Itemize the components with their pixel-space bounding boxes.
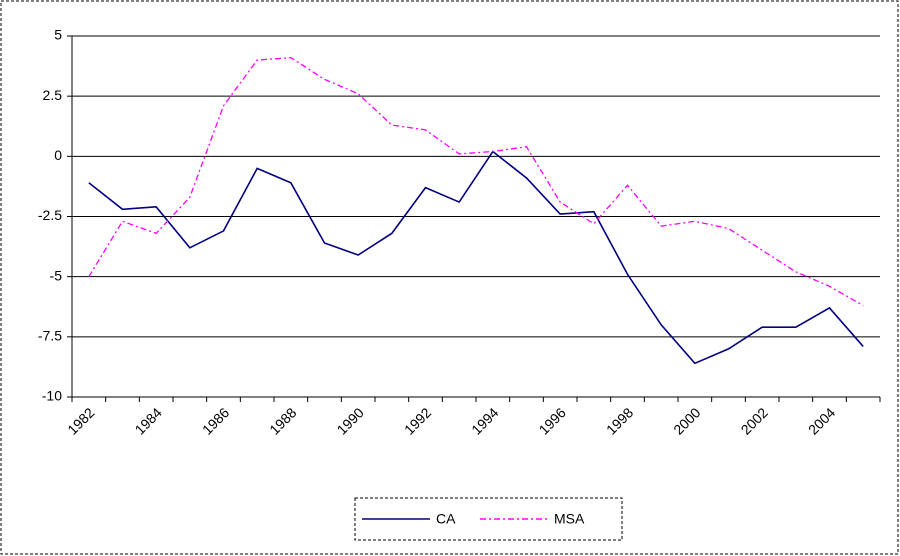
y-tick-label: -5 (50, 267, 63, 283)
y-tick-label: -10 (42, 388, 62, 404)
y-tick-label: -2.5 (38, 207, 62, 223)
y-tick-label: 0 (54, 147, 62, 163)
series-line (88, 150, 864, 365)
y-tick-label: 2.5 (43, 87, 63, 103)
y-tick-label: 5 (54, 27, 62, 43)
legend-label: CA (436, 511, 456, 527)
legend-label: MSA (554, 511, 585, 527)
series-line (88, 56, 864, 307)
y-tick-label: -7.5 (38, 328, 62, 344)
